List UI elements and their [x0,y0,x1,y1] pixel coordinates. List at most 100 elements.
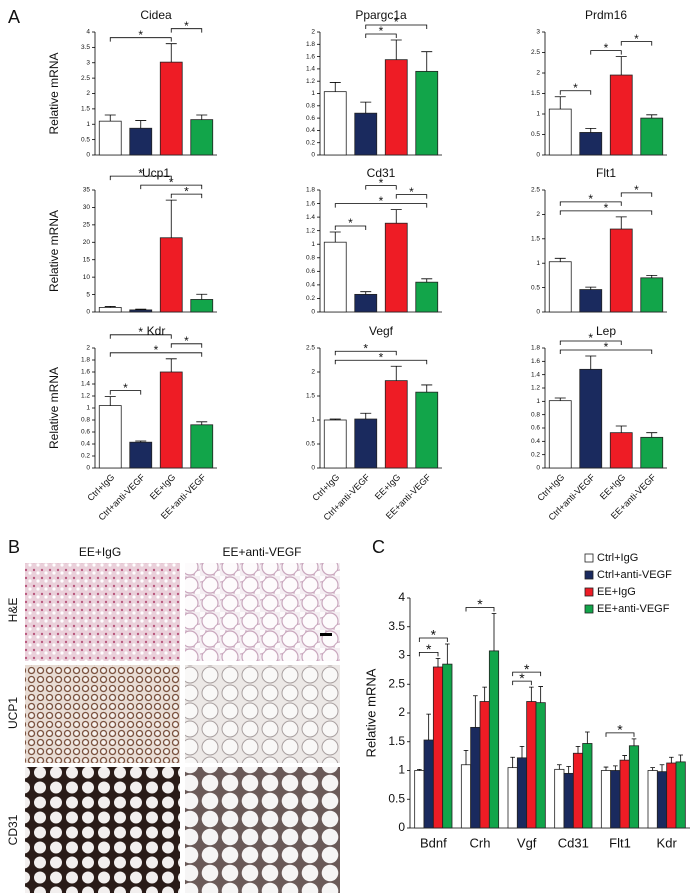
significance-bracket [418,651,439,657]
significance-bracket [334,359,428,365]
significance-bracket [109,334,172,339]
error-bar [421,384,433,393]
error-bar [360,291,372,295]
bar [579,132,603,156]
bar [609,432,633,469]
bar [414,770,425,829]
y-tick-label: 0.2 [81,453,90,460]
error-bar [659,764,665,772]
bar [159,237,183,313]
error-bar [615,425,627,433]
significance-star: * [604,340,609,354]
significance-star: * [379,194,384,208]
bar [579,289,603,313]
significance-star: * [123,381,128,395]
y-tick-label: 1 [536,398,540,405]
y-tick-label: 2 [311,29,315,36]
significance-star: * [477,596,483,612]
image-column-label: EE+IgG [79,545,121,559]
y-tick-label: 1 [536,260,540,267]
bar [548,400,572,469]
y-tick-label: 1.2 [306,78,315,85]
bar [640,117,664,156]
y-tick-label: 1 [536,111,540,118]
image-row-label: UCP1 [6,697,20,729]
error-bar [554,257,566,262]
chart-title: Ucp1 [142,166,170,180]
bar [656,771,668,829]
bar [323,241,347,313]
y-tick-label: 2.5 [81,75,90,82]
chart-title: Vegf [369,324,394,338]
x-tick-label: Bdnf [420,835,447,850]
bar [563,772,574,829]
error-bar [360,101,372,114]
y-tick-label: 2.5 [306,345,315,352]
significance-star: * [426,641,432,657]
error-bar [196,421,208,425]
bar [98,307,122,313]
error-bar [510,756,515,768]
bar [628,745,640,829]
image-row-label: H&E [6,598,20,623]
legend-label: Ctrl+anti-VEGF [597,569,672,581]
significance-star: * [634,183,639,197]
legend-label: Ctrl+IgG [597,552,638,564]
bar [647,770,658,829]
error-bar [104,114,116,122]
bar [526,701,537,829]
y-tick-label: 1.2 [81,393,90,400]
error-bar [426,713,431,741]
significance-star: * [431,627,437,643]
y-tick-label: 0.6 [81,429,90,436]
x-tick-label: Flt1 [609,835,631,850]
y-tick-label: 2 [86,90,90,97]
y-tick-label: 1.4 [81,381,90,388]
y-tick-label: 0.8 [81,417,90,424]
y-tick-label: 1.4 [531,371,540,378]
image-row-label: CD31 [6,814,20,845]
y-tick-label: 5 [86,291,90,298]
panel-label: B [8,537,20,557]
panel-label: C [372,537,385,557]
y-tick-label: 1.6 [531,358,540,365]
y-tick-label: 3 [398,648,405,662]
significance-star: * [634,32,639,46]
bar [415,70,439,156]
micrograph [25,767,180,893]
error-bar [615,56,627,76]
error-bar [104,396,116,406]
x-tick-label: Ctrl+IgG [310,472,341,503]
bar [507,767,518,829]
y-tick-label: 0.4 [306,282,315,289]
significance-bracket [559,349,653,354]
y-tick-label: 4 [86,29,90,36]
error-bar [585,286,597,290]
error-bar [557,764,562,770]
significance-star: * [154,343,159,357]
y-tick-label: 2 [536,70,540,77]
y-tick-label: 1 [86,405,90,412]
bar [415,281,439,313]
significance-star: * [604,41,609,55]
significance-bracket [605,732,635,737]
y-tick-label: 0 [536,152,540,159]
y-tick-label: 0 [86,465,90,472]
y-tick-label: 1.6 [306,53,315,60]
error-bar [165,358,177,372]
x-tick-label: Kdr [657,835,678,850]
bar [479,701,490,829]
error-bar [585,127,597,133]
significance-star: * [138,325,143,339]
bar [354,418,378,469]
y-tick-label: 1.4 [306,214,315,221]
bar [384,380,408,469]
significance-star: * [588,331,593,345]
bar [129,309,153,313]
bar [98,120,122,156]
error-bar [554,96,566,110]
y-tick-label: 1.2 [531,385,540,392]
bar [610,770,621,829]
significance-bracket [365,33,397,38]
error-bar [519,745,525,758]
